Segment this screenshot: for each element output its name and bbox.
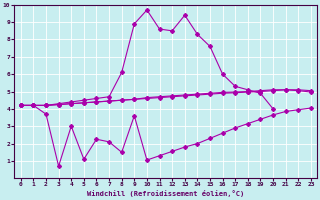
X-axis label: Windchill (Refroidissement éolien,°C): Windchill (Refroidissement éolien,°C) [87, 190, 244, 197]
